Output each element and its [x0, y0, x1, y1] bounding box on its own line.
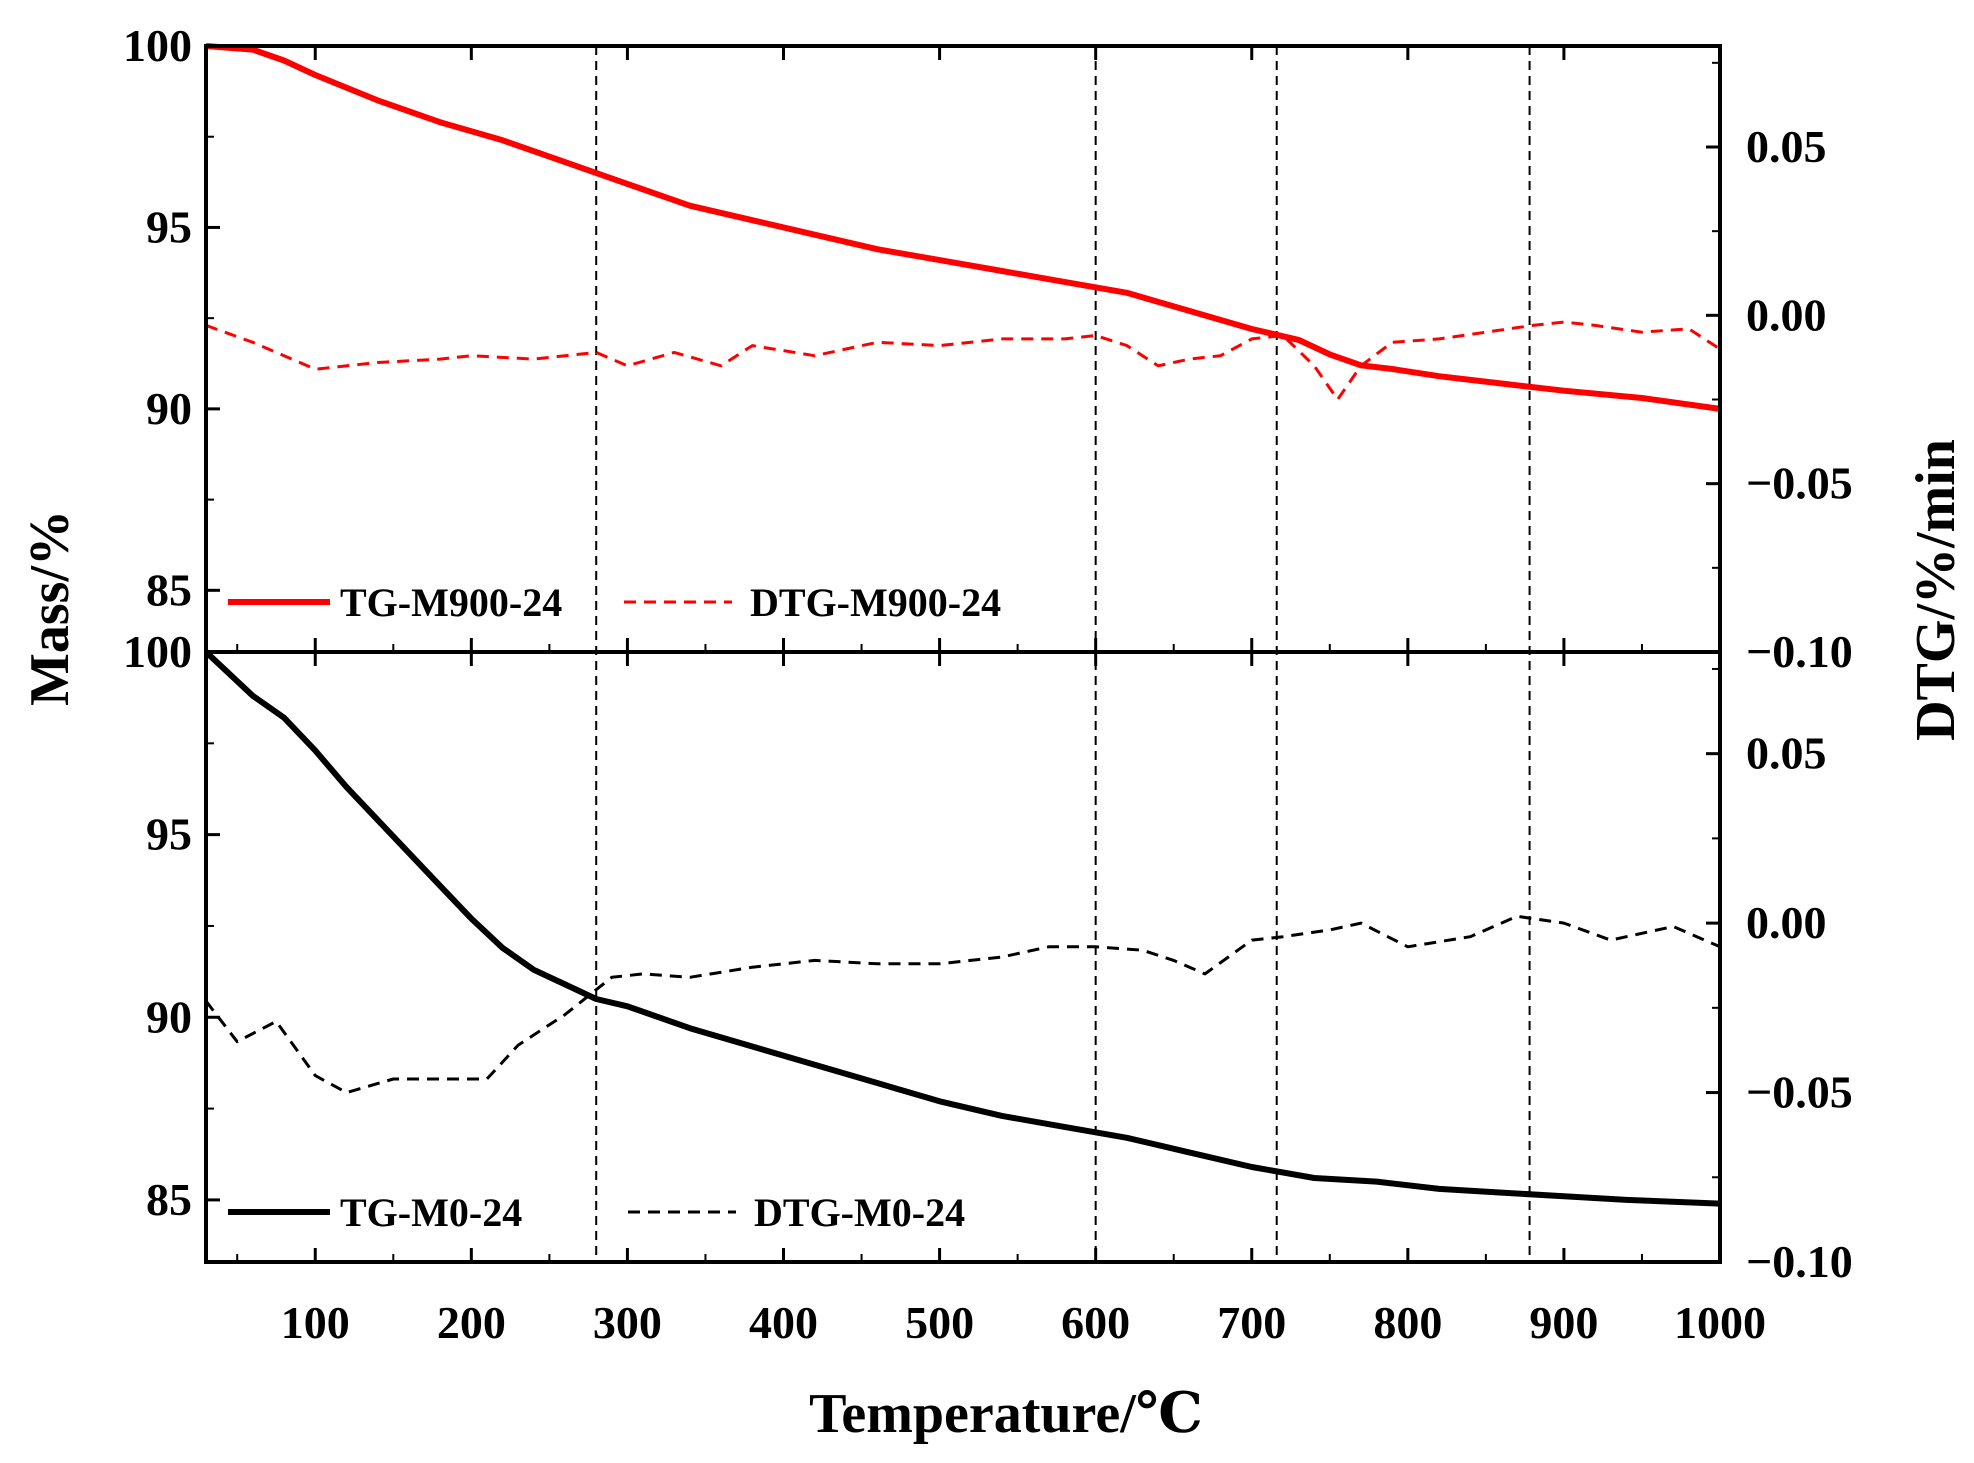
right-tick-label: −0.05: [1746, 458, 1853, 509]
left-tick-label-95: 95: [146, 809, 192, 860]
left-tick-label-95: 95: [146, 201, 192, 252]
x-tick-label-600: 600: [1061, 1297, 1130, 1348]
bottom-panel-frame: [204, 650, 1722, 1264]
x-tick-label-1000: 1000: [1674, 1297, 1766, 1348]
left-tick-label-90: 90: [146, 991, 192, 1042]
x-tick-label-500: 500: [905, 1297, 974, 1348]
left-y-axis-title: Mass/%: [19, 510, 81, 706]
x-tick-label-100: 100: [281, 1297, 350, 1348]
x-tick-label-900: 900: [1529, 1297, 1598, 1348]
legend-label-tg-m900-24: TG-M900-24: [340, 580, 562, 625]
x-tick-label-800: 800: [1373, 1297, 1442, 1348]
legend-label-dtg-m900-24: DTG-M900-24: [750, 580, 1001, 625]
left-tick-label-85: 85: [146, 564, 192, 615]
x-tick-label-400: 400: [749, 1297, 818, 1348]
right-tick-label: −0.10: [1746, 626, 1853, 677]
right-tick-label: 0.00: [1746, 897, 1827, 948]
left-tick-label-90: 90: [146, 383, 192, 434]
x-tick-label-700: 700: [1217, 1297, 1286, 1348]
left-tick-label-100: 100: [123, 20, 192, 71]
right-tick-label: 0.05: [1746, 121, 1827, 172]
x-tick-label-300: 300: [593, 1297, 662, 1348]
right-tick-label: 0.05: [1746, 728, 1827, 779]
right-tick-label: −0.05: [1746, 1067, 1853, 1118]
left-tick-label-85: 85: [146, 1174, 192, 1225]
series-dtg-m900-24: [205, 320, 1721, 401]
right-y-axis-title: DTG/%/min: [1905, 439, 1967, 741]
legend-label-tg-m0-24: TG-M0-24: [340, 1190, 522, 1235]
series-tg-m900-24: [205, 43, 1721, 412]
right-tick-label: −0.10: [1746, 1236, 1853, 1287]
series-tg-m0-24: [203, 649, 1721, 1207]
legend-label-dtg-m0-24: DTG-M0-24: [754, 1190, 965, 1235]
right-tick-label: 0.00: [1746, 289, 1827, 340]
x-tick-label-200: 200: [437, 1297, 506, 1348]
left-tick-label-100: 100: [123, 626, 192, 677]
series-dtg-m0-24: [204, 914, 1721, 1095]
x-axis-title: Temperature/℃: [809, 1383, 1203, 1445]
